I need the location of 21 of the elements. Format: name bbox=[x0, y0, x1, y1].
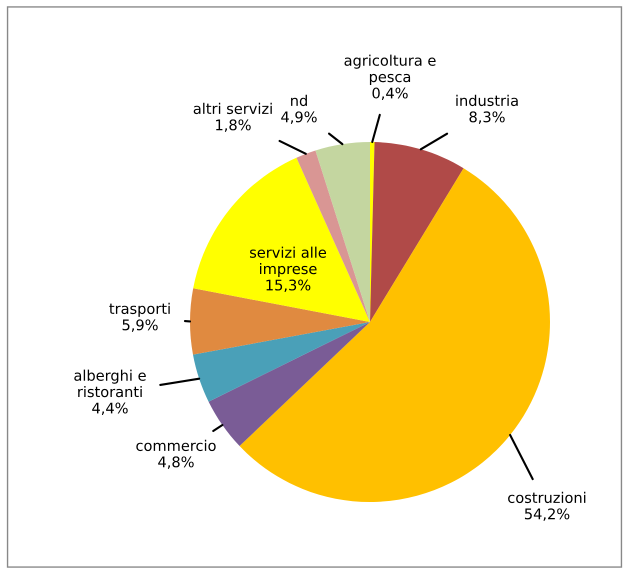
slice-label: costruzioni bbox=[508, 492, 586, 504]
slice-label: altri servizi bbox=[194, 102, 272, 114]
pie-slice bbox=[370, 142, 464, 322]
data-label: 54,2% bbox=[524, 508, 570, 521]
data-label: 0,4% bbox=[372, 88, 408, 100]
slice-label: alberghi e ristoranti bbox=[74, 370, 146, 398]
slice-label: industria bbox=[456, 94, 518, 106]
slice-label: agricoltura e pesca bbox=[344, 54, 436, 86]
data-label: 4,8% bbox=[158, 456, 194, 469]
slice-label: commercio bbox=[136, 440, 216, 452]
pie-slice bbox=[192, 322, 370, 402]
pie-slice bbox=[193, 158, 370, 322]
data-label: 15,3% bbox=[266, 280, 310, 292]
data-label: 5,9% bbox=[122, 319, 158, 332]
slice-label: trasporti bbox=[109, 302, 170, 317]
slice-label: servizi alle imprese bbox=[250, 246, 326, 278]
data-label: 1,8% bbox=[216, 119, 251, 132]
slice-label: nd bbox=[291, 94, 307, 106]
data-label: 8,3% bbox=[469, 111, 505, 124]
data-label: 4,9% bbox=[281, 111, 317, 124]
data-label: 4,4% bbox=[92, 402, 128, 416]
